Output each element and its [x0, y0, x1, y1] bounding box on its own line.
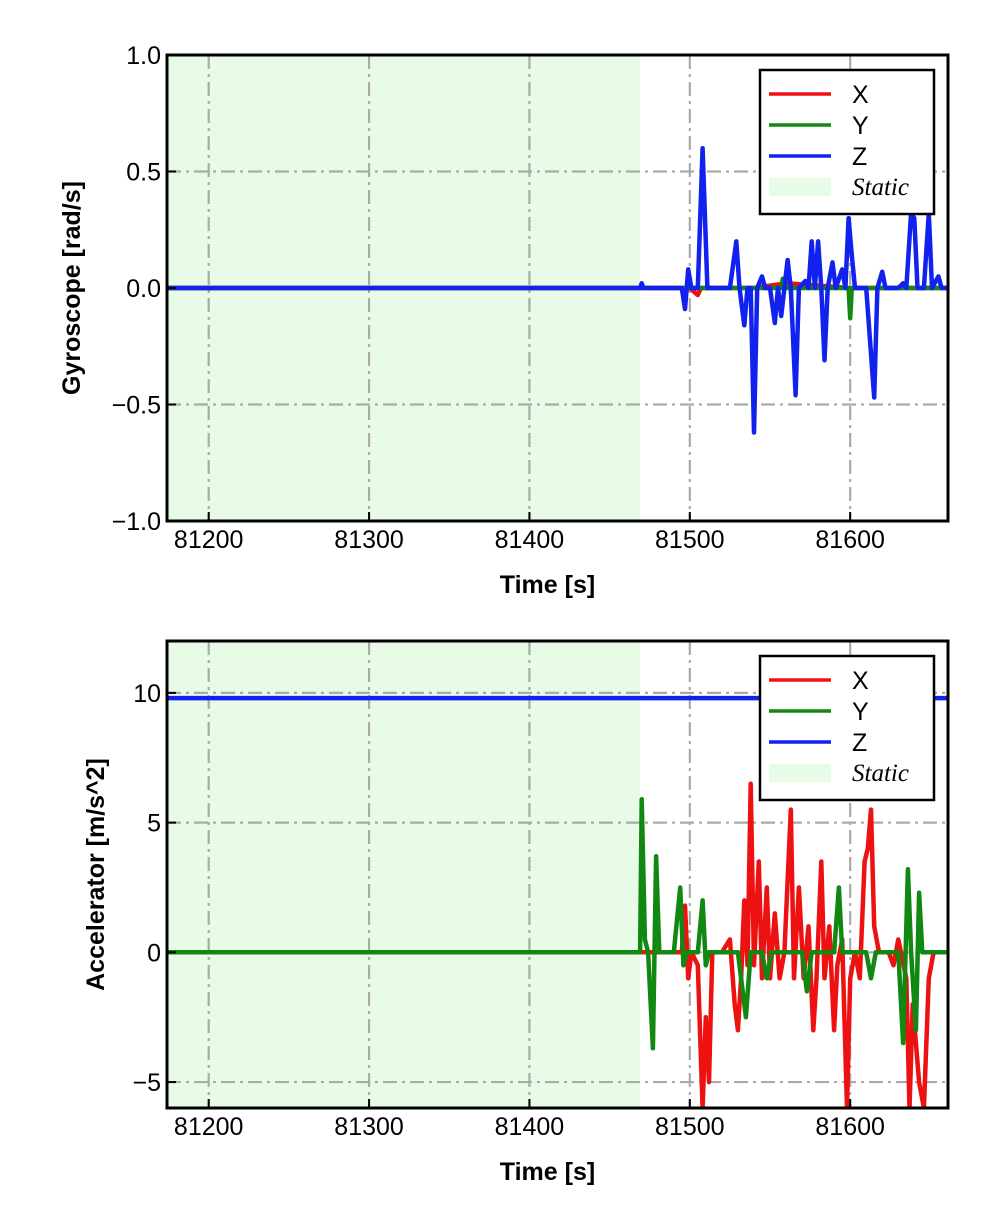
y-tick-label: −0.5	[112, 392, 161, 420]
x-axis-label: Time [s]	[500, 1158, 595, 1186]
x-tick-label: 81500	[655, 526, 725, 554]
y-tick-label: −5	[132, 1069, 161, 1097]
legend-label-x: X	[852, 81, 869, 109]
x-tick-label: 81600	[815, 1113, 885, 1141]
legend-swatch-static	[769, 178, 831, 196]
x-tick-label: 81200	[174, 1113, 244, 1141]
gyroscope-chart: 81200 81300 81400 81500 81600 −1.0 −0.5 0.0 0.5 1…	[58, 42, 950, 599]
y-axis-label: Gyroscope [rad/s]	[58, 181, 86, 395]
legend-label-z: Z	[852, 143, 867, 171]
static-region	[167, 641, 641, 1108]
y-tick-label: 10	[133, 680, 161, 708]
y-tick-label: 0	[147, 939, 161, 967]
series-line-z	[167, 145, 948, 435]
x-tick-label: 81300	[334, 526, 404, 554]
legend-label-static: Static	[852, 760, 909, 787]
y-tick-label: 0.5	[126, 159, 161, 187]
legend-label-static: Static	[852, 174, 909, 201]
legend: XYZ Static	[758, 68, 936, 216]
legend-swatch-static	[769, 764, 831, 782]
legend-label-y: Y	[852, 112, 869, 140]
legend-label-y: Y	[852, 698, 869, 726]
x-tick-label: 81300	[334, 1113, 404, 1141]
legend-label-z: Z	[852, 729, 867, 757]
legend-label-x: X	[852, 667, 869, 695]
x-axis-label: Time [s]	[500, 571, 595, 599]
legend: XYZ Static	[758, 654, 936, 802]
series-line-y	[167, 797, 948, 1051]
x-tick-label: 81500	[655, 1113, 725, 1141]
y-axis-label: Accelerator [m/s^2]	[82, 758, 110, 991]
x-tick-label: 81400	[495, 1113, 565, 1141]
y-tick-label: −1.0	[112, 508, 161, 536]
accelerometer-chart: 81200 81300 81400 81500 81600 −5 0 5 10 Time [s] A…	[82, 639, 950, 1186]
x-tick-label: 81600	[815, 526, 885, 554]
y-tick-label: 1.0	[126, 42, 161, 70]
y-tick-label: 5	[147, 810, 161, 838]
plot-frame	[165, 639, 950, 1110]
y-tick-label: 0.0	[126, 275, 161, 303]
x-tick-label: 81400	[495, 526, 565, 554]
x-tick-label: 81200	[174, 526, 244, 554]
